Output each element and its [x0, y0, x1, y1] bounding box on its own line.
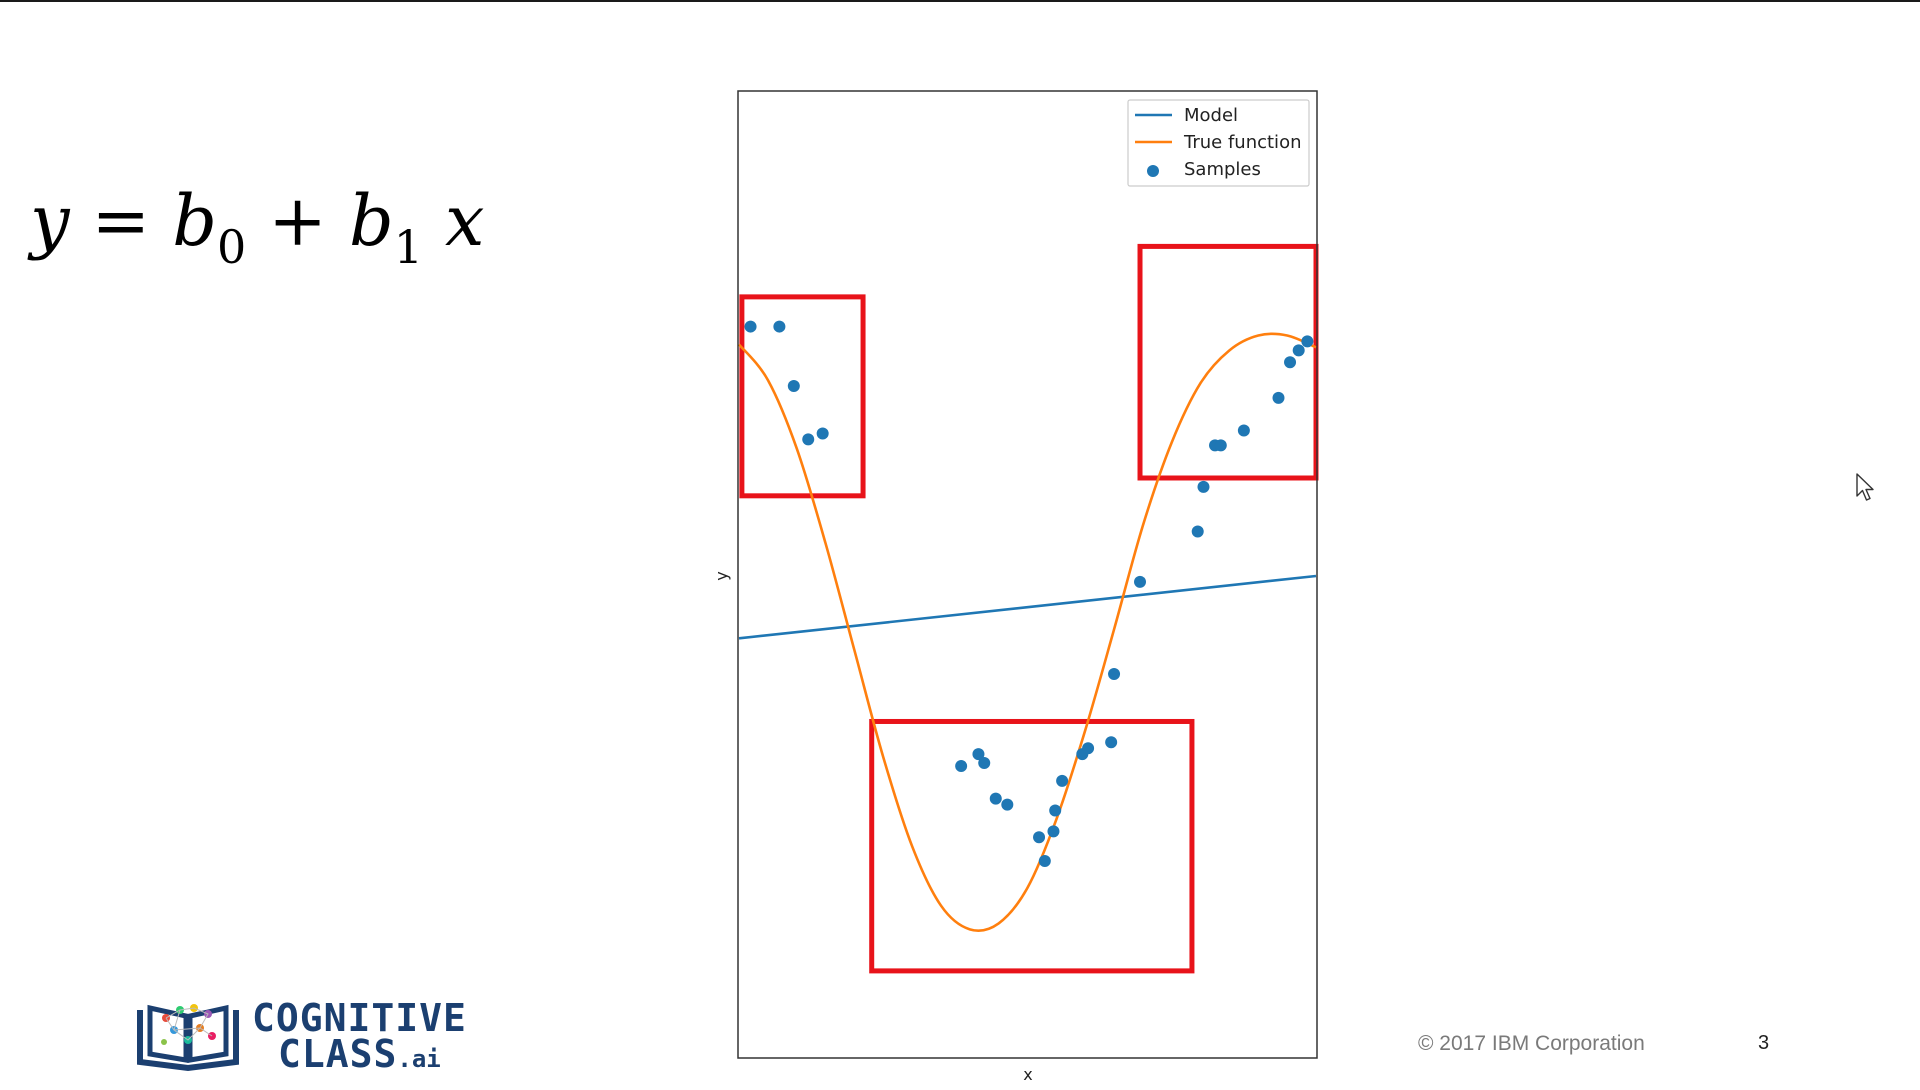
sample-point — [1056, 774, 1069, 787]
logo-class: CLASS — [278, 1032, 398, 1076]
sample-point — [1197, 480, 1210, 493]
legend-box — [1127, 99, 1310, 187]
equation-equals: = — [91, 180, 151, 262]
highlight-box-2 — [869, 718, 1195, 974]
sample-point — [1047, 825, 1060, 838]
highlight-box-1 — [739, 294, 866, 499]
legend: Model True function Samples — [1127, 99, 1310, 187]
footer-copyright: © 2017 IBM Corporation — [1418, 1032, 1645, 1055]
sample-point — [816, 427, 829, 440]
logo-suffix: .ai — [397, 1045, 441, 1073]
book-icon — [137, 1004, 239, 1072]
sample-point — [802, 433, 815, 446]
sample-point — [1001, 798, 1014, 811]
x-axis-label: x — [1023, 1065, 1032, 1084]
sample-point — [1214, 439, 1227, 452]
logo-line2: CLASS.ai — [278, 1032, 441, 1076]
equation: y = b0 + b1 x — [30, 180, 485, 274]
mouse-cursor-icon — [1856, 473, 1874, 501]
plot-frame — [737, 90, 1318, 1059]
sample-point — [773, 320, 786, 333]
series-true-function-line — [737, 332, 1317, 932]
sample-point — [1033, 831, 1046, 844]
equation-x: x — [445, 180, 485, 262]
top-rule — [0, 0, 1920, 2]
sample-point — [972, 748, 985, 761]
sample-point — [1191, 525, 1204, 538]
sample-point — [1108, 667, 1121, 680]
sample-point — [1049, 804, 1062, 817]
sample-point — [955, 760, 968, 773]
legend-samples-label: Samples — [1184, 159, 1261, 180]
highlight-box-3 — [1137, 243, 1319, 481]
sample-point — [978, 757, 991, 770]
sample-point — [1134, 575, 1147, 588]
sample-point — [1082, 742, 1095, 755]
legend-true-function-label: True function — [1183, 132, 1301, 153]
equation-sub1: 1 — [393, 220, 424, 274]
sample-point — [1272, 391, 1285, 404]
series-model-line — [738, 574, 1317, 640]
sample-point — [989, 792, 1002, 805]
sample-point — [787, 379, 800, 392]
equation-b0: b — [172, 180, 218, 262]
y-axis-label: y — [712, 571, 731, 580]
sample-point — [1038, 855, 1051, 868]
equation-y: y — [30, 180, 70, 262]
sample-point — [1292, 344, 1305, 357]
sample-point — [1301, 335, 1314, 348]
equation-sub0: 0 — [217, 220, 247, 274]
sample-point — [1284, 356, 1297, 369]
equation-b1: b — [348, 180, 394, 262]
logo-line1: COGNITIVE — [252, 996, 467, 1040]
equation-plus: + — [268, 180, 327, 262]
legend-samples-marker — [1147, 165, 1159, 177]
legend-model-label: Model — [1184, 105, 1238, 126]
sample-point — [1237, 424, 1250, 437]
slide-number: 3 — [1758, 1032, 1770, 1054]
cognitive-class-logo: COGNITIVE CLASS.ai — [136, 996, 466, 1078]
sample-point — [1105, 736, 1118, 749]
sample-point — [744, 320, 757, 333]
